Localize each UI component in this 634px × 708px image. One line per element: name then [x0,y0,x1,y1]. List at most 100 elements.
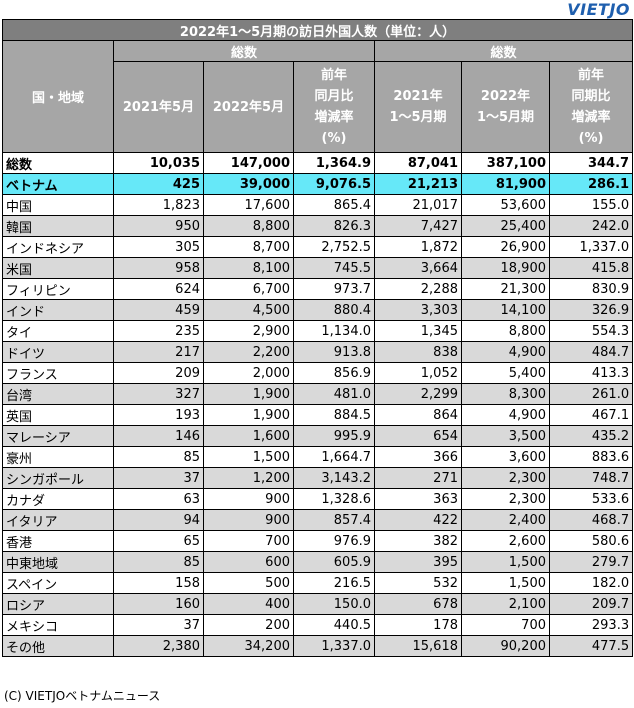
row-label: スペイン [2,572,114,594]
row-label: タイ [2,320,114,342]
cell: 235 [113,320,204,342]
cell: 209 [113,362,204,384]
cell: 2,400 [461,509,550,531]
cell: 2,600 [461,530,550,552]
cell: 37 [113,614,204,636]
cell: 160 [113,593,204,615]
cell: 678 [374,593,462,615]
row-label: 香港 [2,530,114,552]
region-header: 国・地域 [2,40,114,153]
cell: 1,664.7 [293,446,375,468]
cell: 440.5 [293,614,375,636]
cell: 216.5 [293,572,375,594]
row-label: 英国 [2,404,114,426]
group-header-monthly: 総数 [113,40,375,62]
row-label: フランス [2,362,114,384]
cell: 279.7 [548,551,634,573]
cell: 1,134.0 [293,320,375,342]
table-row: マレーシア 146 1,600 995.9 654 3,500 435.2 [2,425,634,447]
cell: 178 [374,614,462,636]
cell: 3,664 [374,257,462,279]
cell: 18,900 [461,257,550,279]
cell: 8,300 [461,383,550,405]
col-header-2021-period: 2021年 1～5月期 [374,61,462,153]
cell: 2,380 [113,635,204,657]
cell: 271 [374,467,462,489]
row-label: その他 [2,635,114,657]
cell: 856.9 [293,362,375,384]
table-row: その他 2,380 34,200 1,337.0 15,618 90,200 477.5 [2,635,634,657]
cell: 413.3 [548,362,634,384]
cell: 7,427 [374,215,462,237]
row-label: ベトナム [2,173,114,195]
cell: 193 [113,404,204,426]
cell: 3,303 [374,299,462,321]
cell: 182.0 [548,572,634,594]
cell: 748.7 [548,467,634,489]
row-label: 米国 [2,257,114,279]
vietnam-row: ベトナム 425 39,000 9,076.5 21,213 81,900 28… [2,173,634,195]
cell: 1,337.0 [293,635,375,657]
table-row: フィリピン 624 6,700 973.7 2,288 21,300 830.9 [2,278,634,300]
cell: 8,700 [203,236,294,258]
row-label: マレーシア [2,425,114,447]
table-row: 中東地域 85 600 605.9 395 1,500 279.7 [2,551,634,573]
cell: 81,900 [461,173,550,195]
table-row: 英国 193 1,900 884.5 864 4,900 467.1 [2,404,634,426]
cell: 532 [374,572,462,594]
cell: 344.7 [548,152,634,174]
table-row: イタリア 94 900 857.4 422 2,400 468.7 [2,509,634,531]
cell: 85 [113,551,204,573]
cell: 158 [113,572,204,594]
cell: 624 [113,278,204,300]
cell: 37 [113,467,204,489]
cell: 6,700 [203,278,294,300]
row-label: イタリア [2,509,114,531]
vietjo-logo: VIETJO [567,0,630,19]
cell: 147,000 [203,152,294,174]
row-label: ドイツ [2,341,114,363]
row-label: フィリピン [2,278,114,300]
cell: 326.9 [548,299,634,321]
cell: 8,800 [203,215,294,237]
table-row: 中国 1,823 17,600 865.4 21,017 53,600 155.0 [2,194,634,216]
cell: 90,200 [461,635,550,657]
cell: 425 [113,173,204,195]
cell: 554.3 [548,320,634,342]
cell: 500 [203,572,294,594]
cell: 1,500 [461,572,550,594]
cell: 580.6 [548,530,634,552]
cell: 53,600 [461,194,550,216]
row-label: カナダ [2,488,114,510]
cell: 209.7 [548,593,634,615]
cell: 200 [203,614,294,636]
cell: 5,400 [461,362,550,384]
cell: 976.9 [293,530,375,552]
cell: 2,900 [203,320,294,342]
table-row: 豪州 85 1,500 1,664.7 366 3,600 883.6 [2,446,634,468]
cell: 9,076.5 [293,173,375,195]
copyright-footer: (C) VIETJOベトナムニュース [4,689,161,703]
cell: 884.5 [293,404,375,426]
cell: 883.6 [548,446,634,468]
cell: 25,400 [461,215,550,237]
cell: 21,213 [374,173,462,195]
cell: 382 [374,530,462,552]
cell: 155.0 [548,194,634,216]
cell: 21,017 [374,194,462,216]
cell: 838 [374,341,462,363]
col-header-yoy-month: 前年 同月比 増減率 (%) [293,61,375,153]
cell: 305 [113,236,204,258]
row-label: 台湾 [2,383,114,405]
cell: 4,900 [461,404,550,426]
cell: 900 [203,509,294,531]
cell: 242.0 [548,215,634,237]
cell: 700 [461,614,550,636]
row-label: 豪州 [2,446,114,468]
table-row: タイ 235 2,900 1,134.0 1,345 8,800 554.3 [2,320,634,342]
cell: 1,337.0 [548,236,634,258]
table-row: スペイン 158 500 216.5 532 1,500 182.0 [2,572,634,594]
cell: 2,300 [461,488,550,510]
group-header-period: 総数 [373,40,634,62]
row-label: シンガポール [2,467,114,489]
